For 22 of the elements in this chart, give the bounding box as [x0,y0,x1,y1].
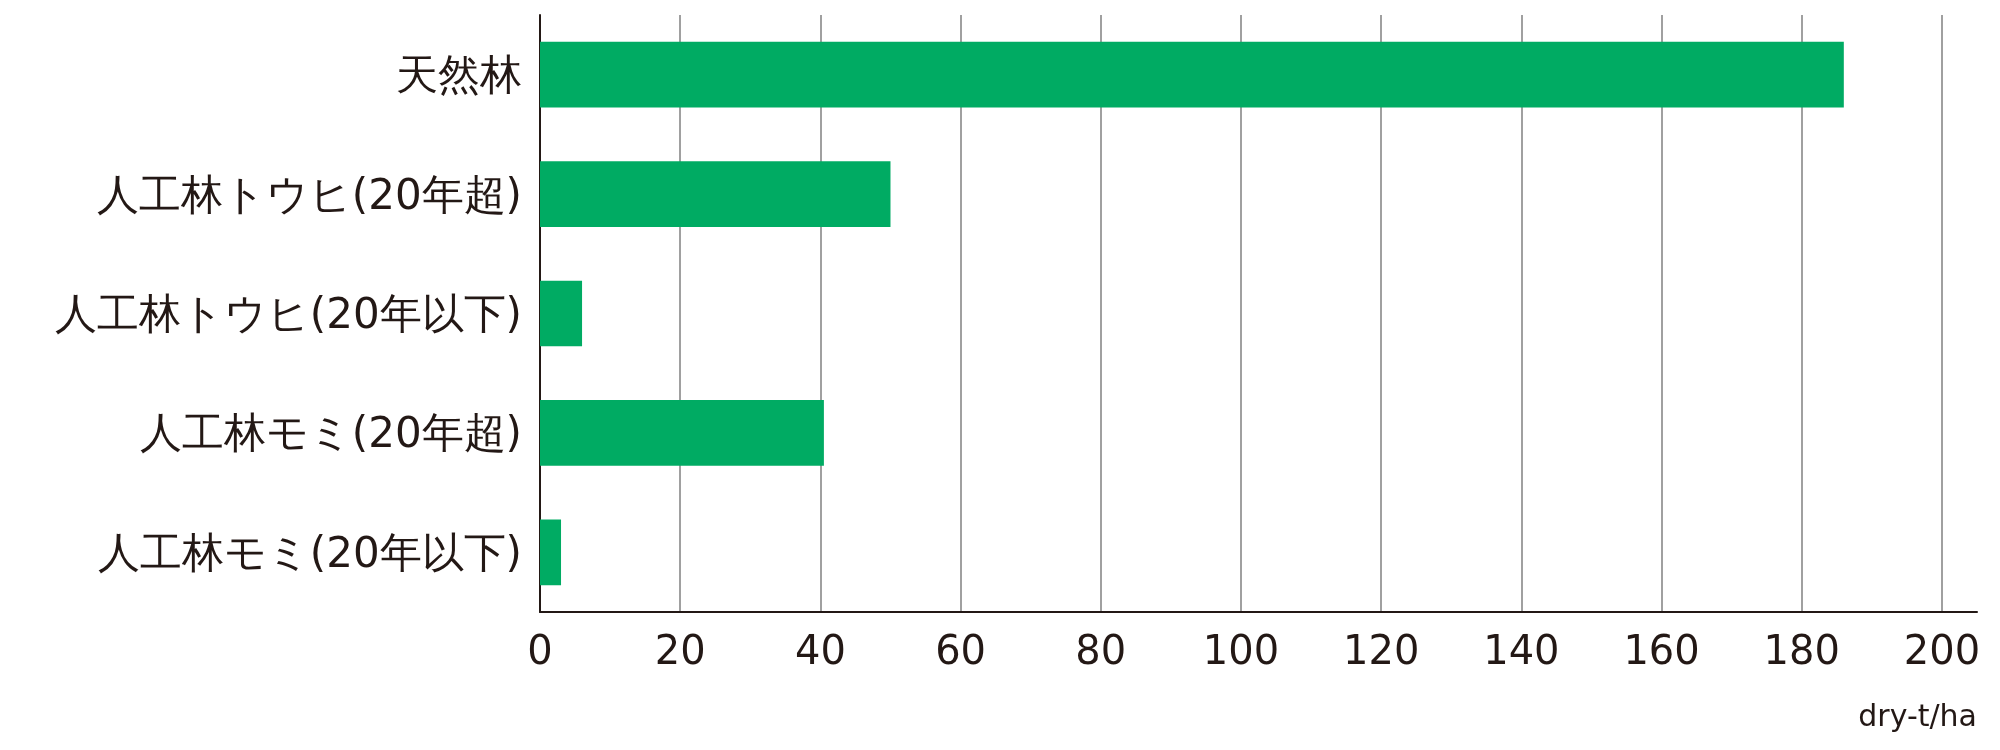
y-tick-label: 人工林モミ(20年超) [139,408,522,458]
x-tick-label: 80 [1075,627,1127,673]
y-tick-label: 人工林トウヒ(20年超) [96,169,522,219]
y-tick-label: 天然林 [396,50,522,100]
x-tick-label: 180 [1763,627,1840,673]
bar [540,41,1844,108]
x-tick-label: 160 [1623,627,1700,673]
x-tick-label: 60 [935,627,987,673]
bar [540,400,824,466]
y-tick-label: 人工林トウヒ(20年以下) [54,289,522,338]
bar [540,280,583,347]
x-axis-title: dry-t/ha [1858,697,1977,733]
x-tick-label: 120 [1342,627,1420,673]
x-tick-label: 20 [654,627,706,673]
x-tick-label: 40 [794,627,846,673]
bar [540,519,562,586]
bar [540,161,891,227]
y-tick-label: 人工林モミ(20年以下) [97,527,522,577]
x-tick-label: 140 [1483,627,1560,673]
x-tick-label: 0 [527,627,553,673]
x-tick-label: 200 [1903,627,1981,673]
x-tick-label: 100 [1202,627,1280,673]
